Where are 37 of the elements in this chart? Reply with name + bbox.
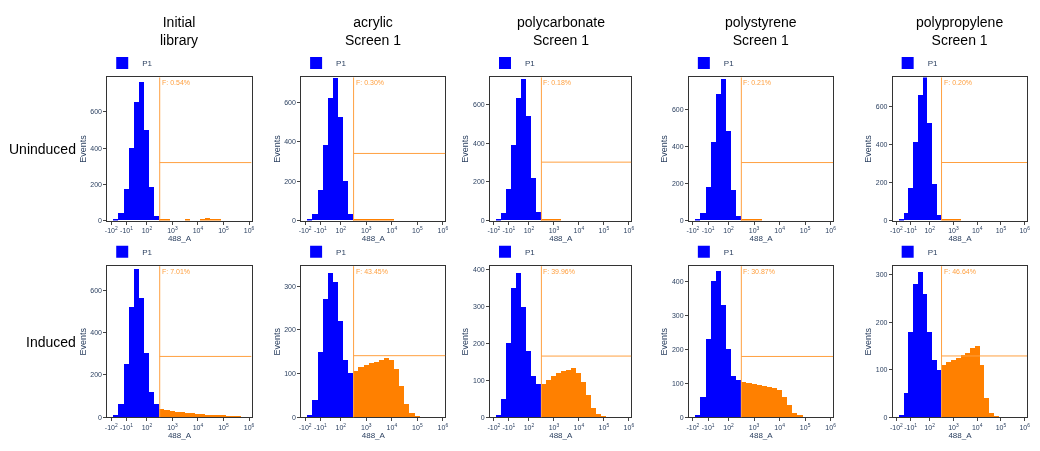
chart-title: Initial library [160, 14, 199, 49]
legend-label: P1 [525, 59, 536, 69]
y-axis-title: Events [460, 134, 471, 163]
legend-label: P1 [723, 247, 735, 257]
y-axis-title: Events [863, 134, 874, 163]
x-axis-title: 488_A [948, 234, 973, 244]
y-axis-title: Events [77, 134, 88, 163]
y-axis-title: Events [77, 327, 88, 356]
y-axis-title: Events [460, 327, 471, 356]
y-axis-title: Events [271, 327, 282, 356]
y-axis-title: Events [271, 134, 282, 163]
y-axis-title: Events [659, 134, 670, 163]
text: Induced [26, 334, 76, 350]
legend-label: P1 [525, 247, 536, 257]
x-axis-title: 488_A [549, 430, 573, 440]
x-axis-title: 488_A [167, 234, 192, 244]
legend-label: P1 [336, 247, 347, 257]
chart-title: polycarbonate Screen 1 [517, 14, 606, 49]
chart-title: polystyrene Screen 1 [725, 14, 797, 49]
legend-label: P1 [142, 247, 153, 257]
text: Uninduced [9, 141, 76, 157]
legend-label: P1 [336, 59, 347, 69]
legend-label: P1 [927, 247, 938, 257]
chart-title: polypropylene Screen 1 [916, 14, 1004, 49]
legend-label: P1 [927, 59, 938, 69]
chart-title: acrylic Screen 1 [345, 14, 402, 49]
x-axis-title: 488_A [549, 234, 573, 244]
y-axis-title: Events [659, 327, 670, 356]
x-axis-title: 488_A [167, 430, 192, 440]
x-axis-title: 488_A [948, 430, 973, 440]
x-axis-title: 488_A [749, 234, 774, 244]
legend-label: P1 [723, 59, 735, 69]
x-axis-title: 488_A [361, 430, 386, 440]
legend-label: P1 [142, 59, 153, 69]
x-axis-title: 488_A [361, 234, 386, 244]
y-axis-title: Events [863, 327, 874, 356]
x-axis-title: 488_A [749, 430, 774, 440]
